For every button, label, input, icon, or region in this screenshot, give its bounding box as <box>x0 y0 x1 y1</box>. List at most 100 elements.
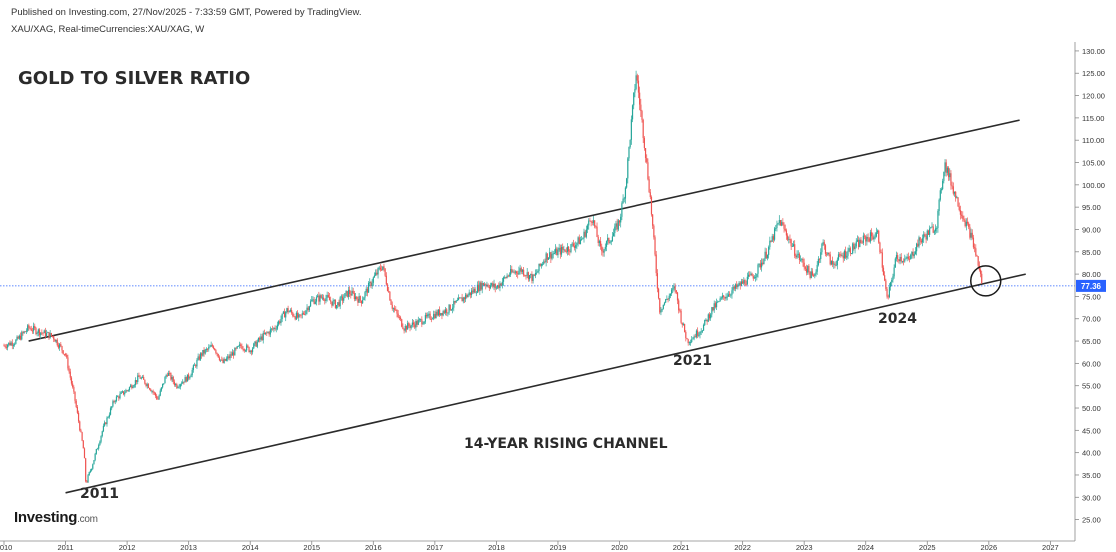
candle-body <box>331 301 333 306</box>
candle-body <box>481 283 483 290</box>
candle-body <box>255 341 257 347</box>
candle-body <box>175 384 177 386</box>
candle-body <box>376 272 378 275</box>
candle-body <box>66 354 68 358</box>
candle-body <box>459 297 461 299</box>
candle-body <box>874 236 876 238</box>
candle-body <box>118 396 120 399</box>
candle-body <box>720 297 722 299</box>
candle-body <box>826 253 828 255</box>
candle-body <box>75 400 77 408</box>
candle-body <box>337 302 339 306</box>
candle-body <box>917 243 919 247</box>
candle-body <box>863 235 866 237</box>
candle-body <box>646 158 648 163</box>
candle-body <box>30 328 32 331</box>
candle-body <box>3 345 5 347</box>
candle-body <box>508 274 511 276</box>
candle-body <box>510 269 512 275</box>
candle-body <box>966 221 969 224</box>
candle-body <box>267 332 269 333</box>
candle-body <box>755 276 757 278</box>
candle-body <box>759 263 761 268</box>
candle-body <box>447 312 449 314</box>
candle-body <box>939 190 941 200</box>
candle-body <box>438 309 441 316</box>
candle-body <box>151 391 153 392</box>
candle-body <box>274 327 276 329</box>
candle-body <box>72 383 74 388</box>
candle-body <box>144 379 146 384</box>
candle-body <box>359 296 361 301</box>
candle-body <box>910 254 912 260</box>
candle-body <box>578 237 580 245</box>
candle-body <box>275 328 277 330</box>
candle-body <box>782 222 784 225</box>
candle-body <box>684 323 686 332</box>
candle-body <box>479 282 481 292</box>
candle-body <box>55 339 57 342</box>
candle-body <box>876 230 879 233</box>
chart-axes: 25.00 30.00 35.00 40.00 45.00 50.00 55.00 60.00… <box>0 42 1106 552</box>
candle-body <box>87 475 89 483</box>
candle-body <box>259 337 261 340</box>
candle-body <box>594 220 596 227</box>
candle-body <box>8 342 10 345</box>
candle-body <box>502 277 505 282</box>
candle-body <box>154 392 157 396</box>
candle-body <box>38 329 41 336</box>
candle-body <box>270 328 273 330</box>
candle-body <box>776 224 778 228</box>
candle-body <box>121 391 123 393</box>
candle-body <box>167 373 170 376</box>
candle-body <box>850 253 853 255</box>
candle-body <box>24 331 26 333</box>
candle-body <box>962 215 964 219</box>
candle-body <box>968 223 970 227</box>
candle-body <box>492 283 494 287</box>
candle-body <box>550 252 552 259</box>
candle-body <box>865 236 867 242</box>
candle-body <box>930 227 932 229</box>
candle-body <box>849 248 851 254</box>
candle-body <box>442 311 444 316</box>
candle-body <box>979 269 982 274</box>
candle-body <box>29 327 31 329</box>
candle-body <box>674 286 676 291</box>
candle-body <box>855 241 857 247</box>
candle-body <box>540 264 542 266</box>
candle-body <box>771 236 773 242</box>
candle-body <box>228 356 230 359</box>
candle-body <box>907 256 909 259</box>
candle-body <box>506 275 508 278</box>
candle-body <box>558 247 560 250</box>
candle-body <box>607 237 609 242</box>
candle-body <box>918 237 920 247</box>
y-tick-label: 25.00 <box>1082 516 1101 525</box>
candle-body <box>923 234 925 239</box>
candle-body <box>666 299 668 300</box>
candle-body <box>965 221 967 227</box>
candle-body <box>190 375 192 378</box>
candle-body <box>820 252 822 260</box>
candle-body <box>262 332 264 341</box>
candle-body <box>914 251 917 255</box>
y-tick-label: 35.00 <box>1082 471 1101 480</box>
candle-body <box>223 359 225 363</box>
candle-body <box>785 230 788 236</box>
candle-body <box>636 75 638 81</box>
candle-body <box>32 325 35 331</box>
candle-body <box>456 300 458 302</box>
candle-body <box>743 280 745 284</box>
candle-body <box>324 299 326 301</box>
candle-body <box>469 292 471 296</box>
candle-body <box>711 307 713 315</box>
candle-body <box>169 373 171 374</box>
candle-body <box>304 314 306 315</box>
candle-body <box>834 263 836 266</box>
candle-body <box>452 307 454 310</box>
candle-body <box>895 255 898 259</box>
candle-body <box>363 297 365 301</box>
candle-body <box>41 332 43 334</box>
